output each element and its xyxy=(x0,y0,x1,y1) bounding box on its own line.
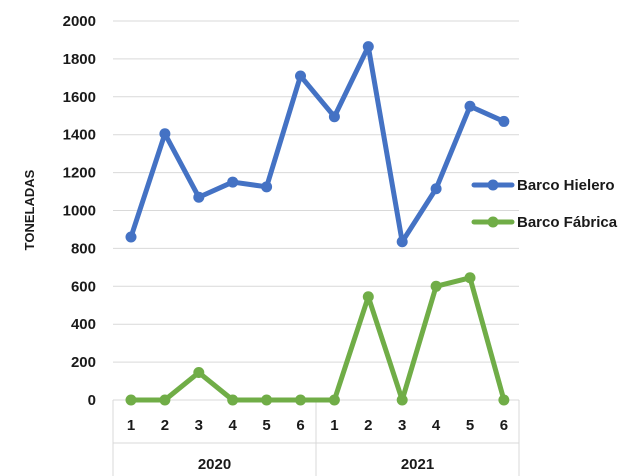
data-point xyxy=(328,111,340,123)
data-point xyxy=(396,236,408,248)
x-group-label: 2021 xyxy=(401,456,434,473)
y-tick-label: 1000 xyxy=(63,203,96,220)
y-tick-label: 0 xyxy=(88,392,96,409)
data-point xyxy=(328,394,340,406)
y-axis-ticks: 0 200 400 600 800 1000 1200 1400 1600 1800 2000 xyxy=(63,13,96,409)
y-tick-label: 600 xyxy=(71,278,96,295)
y-tick-label: 1400 xyxy=(63,127,96,144)
y-axis-label: TONELADAS xyxy=(22,169,37,250)
data-point xyxy=(430,183,442,195)
data-point xyxy=(464,100,476,112)
data-point xyxy=(125,231,137,243)
y-tick-label: 200 xyxy=(71,354,96,371)
x-tick-label: 3 xyxy=(398,417,406,434)
legend: Barco Hielero Barco Fábrica xyxy=(471,177,618,231)
x-tick-label: 4 xyxy=(229,417,238,434)
series-line-0 xyxy=(128,44,507,245)
data-point xyxy=(159,394,171,406)
legend-marker xyxy=(487,216,499,228)
data-point xyxy=(159,128,171,140)
x-group-label: 2020 xyxy=(198,456,231,473)
x-tick-label: 6 xyxy=(296,417,304,434)
y-tick-label: 800 xyxy=(71,240,96,257)
data-point xyxy=(396,394,408,406)
x-tick-label: 3 xyxy=(195,417,203,434)
x-tick-label: 6 xyxy=(500,417,508,434)
data-point xyxy=(362,41,374,53)
data-point xyxy=(464,272,476,284)
x-tick-label: 5 xyxy=(466,417,474,434)
x-tick-label: 4 xyxy=(432,417,441,434)
data-point xyxy=(193,191,205,203)
x-tick-label: 1 xyxy=(330,417,338,434)
data-point xyxy=(261,181,273,193)
series-lines xyxy=(125,41,510,406)
data-point xyxy=(193,367,205,379)
data-point xyxy=(498,115,510,127)
x-axis: 1 2 3 4 5 6 1 2 3 4 5 6 2020 2021 xyxy=(112,399,520,476)
data-point xyxy=(227,394,239,406)
data-point xyxy=(295,70,306,82)
legend-marker xyxy=(487,179,499,191)
x-tick-label: 2 xyxy=(161,417,169,434)
y-tick-label: 400 xyxy=(71,316,96,333)
y-tick-label: 1800 xyxy=(63,51,96,68)
series-line-1 xyxy=(128,275,507,403)
data-point xyxy=(430,280,442,292)
x-tick-label: 5 xyxy=(262,417,270,434)
data-point xyxy=(498,394,510,406)
y-tick-label: 2000 xyxy=(63,13,96,30)
x-tick-label: 2 xyxy=(364,417,372,434)
y-tick-label: 1600 xyxy=(63,89,96,106)
legend-label: Barco Hielero xyxy=(517,177,615,194)
legend-label: Barco Fábrica xyxy=(517,214,618,231)
data-point xyxy=(295,394,306,406)
data-point xyxy=(261,394,273,406)
data-point xyxy=(362,291,374,303)
data-point xyxy=(125,394,137,406)
gridlines xyxy=(113,20,519,363)
data-point xyxy=(227,176,239,188)
x-tick-label: 1 xyxy=(127,417,135,434)
y-tick-label: 1200 xyxy=(63,165,96,182)
